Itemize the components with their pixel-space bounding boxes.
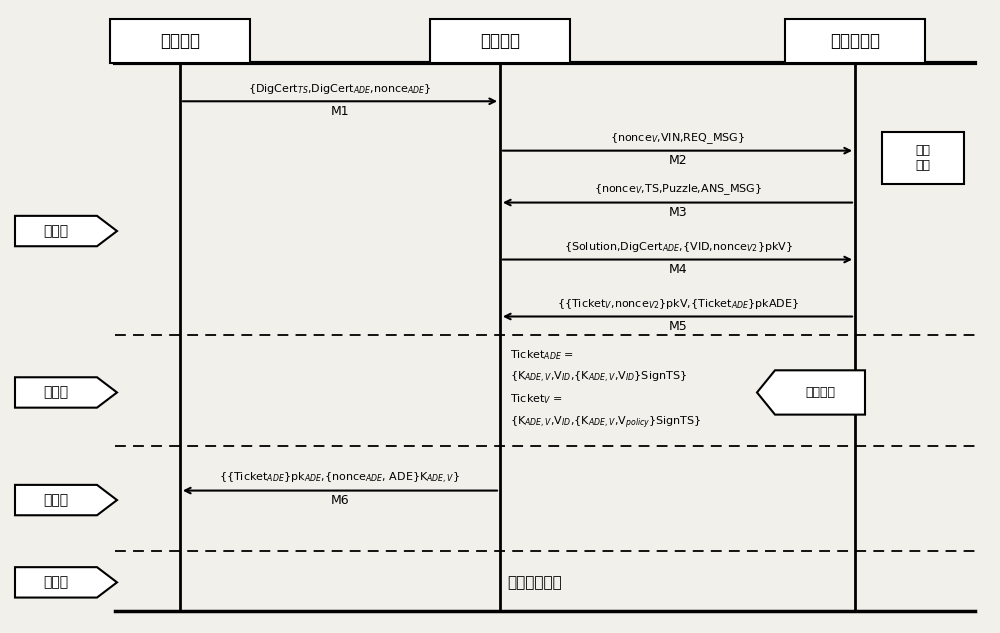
Text: {K$_{ADE,V}$,V$_{ID}$,{K$_{ADE,V}$,V$_{policy}$}SignTS}: {K$_{ADE,V}$,V$_{ID}$,{K$_{ADE,V}$,V$_{p… — [510, 415, 701, 431]
Text: Ticket$_{ADE}$ =: Ticket$_{ADE}$ = — [510, 348, 574, 362]
Text: 防御
策略: 防御 策略 — [916, 144, 930, 172]
FancyBboxPatch shape — [430, 19, 570, 63]
Text: Ticket$_{V}$ =: Ticket$_{V}$ = — [510, 392, 563, 406]
Text: M3: M3 — [669, 206, 687, 220]
Polygon shape — [15, 485, 117, 515]
Text: M4: M4 — [669, 263, 687, 277]
Text: 诊断车辆: 诊断车辆 — [480, 32, 520, 50]
Text: {{Ticket$_{V}$,nonce$_{V2}$}pkV,{Ticket$_{ADE}$}pkADE}: {{Ticket$_{V}$,nonce$_{V2}$}pkV,{Ticket$… — [557, 298, 799, 311]
Polygon shape — [757, 370, 865, 415]
FancyBboxPatch shape — [882, 132, 964, 184]
Text: 阶段四: 阶段四 — [43, 575, 69, 589]
Text: {nonce$_{V}$,TS,Puzzle,ANS_MSG}: {nonce$_{V}$,TS,Puzzle,ANS_MSG} — [594, 183, 762, 197]
Text: 阶段三: 阶段三 — [43, 493, 69, 507]
Polygon shape — [15, 216, 117, 246]
Text: 系统结束执行: 系统结束执行 — [508, 575, 562, 590]
Text: {Solution,DigCert$_{ADE}$,{VID,nonce$_{V2}$}pkV}: {Solution,DigCert$_{ADE}$,{VID,nonce$_{V… — [564, 241, 792, 254]
FancyBboxPatch shape — [110, 19, 250, 63]
Text: M5: M5 — [669, 320, 687, 334]
Text: 阶段一: 阶段一 — [43, 224, 69, 238]
Text: M6: M6 — [331, 494, 349, 508]
Text: M2: M2 — [669, 154, 687, 168]
Text: 票据生成: 票据生成 — [805, 386, 835, 399]
Text: M1: M1 — [331, 105, 349, 118]
Text: {DigCert$_{TS}$,DigCert$_{ADE}$,nonce$_{ADE}$}: {DigCert$_{TS}$,DigCert$_{ADE}$,nonce$_{… — [248, 82, 432, 96]
Text: 诊断设备: 诊断设备 — [160, 32, 200, 50]
FancyBboxPatch shape — [785, 19, 925, 63]
Polygon shape — [15, 567, 117, 598]
Text: 阶段二: 阶段二 — [43, 385, 69, 399]
Text: {K$_{ADE,V}$,V$_{ID}$,{K$_{ADE,V}$,V$_{ID}$}SignTS}: {K$_{ADE,V}$,V$_{ID}$,{K$_{ADE,V}$,V$_{I… — [510, 370, 687, 385]
Text: {{Ticket$_{ADE}$}pk$_{ADE}$,{nonce$_{ADE}$, ADE}K$_{ADE,V}$}: {{Ticket$_{ADE}$}pk$_{ADE}$,{nonce$_{ADE… — [219, 470, 461, 486]
Text: {nonce$_{V}$,VIN,REQ_MSG}: {nonce$_{V}$,VIN,REQ_MSG} — [610, 131, 746, 146]
Text: 可信第三方: 可信第三方 — [830, 32, 880, 50]
Polygon shape — [15, 377, 117, 408]
